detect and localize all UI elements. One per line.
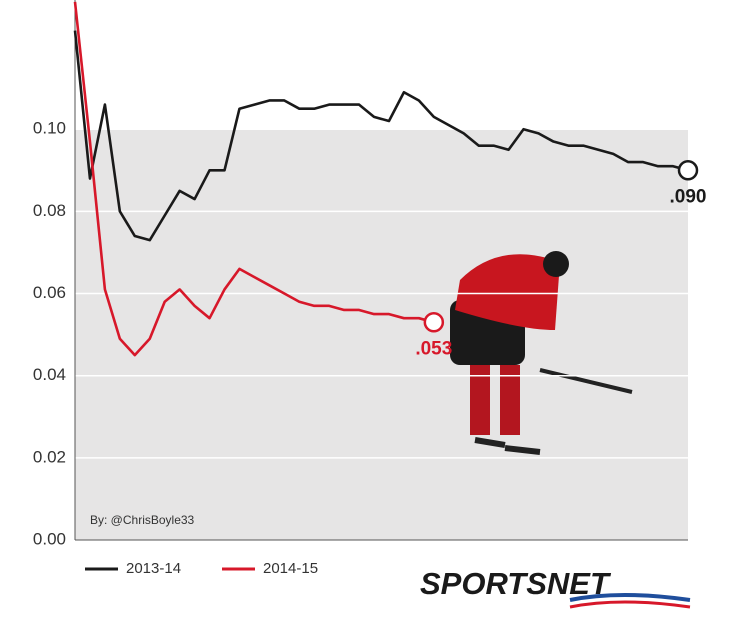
logo: SPORTSNET — [420, 566, 612, 601]
end-label: .090 — [670, 186, 707, 207]
end-marker — [423, 312, 445, 333]
legend-label: 2013-14 — [126, 560, 181, 577]
source: By: @ChrisBoyle33 — [90, 513, 195, 527]
end-marker — [677, 160, 699, 181]
y-tick-label: 0.02 — [33, 447, 66, 466]
plot-background — [75, 129, 688, 540]
logo-swoosh — [569, 600, 691, 609]
y-tick-label: 0.06 — [33, 283, 66, 302]
legend-label: 2014-15 — [263, 560, 318, 577]
series-line — [73, 1, 435, 357]
logo-swoosh — [569, 593, 691, 602]
y-tick-label: 0.00 — [33, 529, 66, 548]
y-tick-label: 0.08 — [33, 201, 66, 220]
series-line — [73, 30, 689, 242]
end-label: .053 — [415, 338, 452, 359]
y-tick-label: 0.04 — [33, 365, 66, 384]
player-illustration — [450, 251, 633, 455]
y-tick-label: 0.10 — [33, 119, 66, 138]
